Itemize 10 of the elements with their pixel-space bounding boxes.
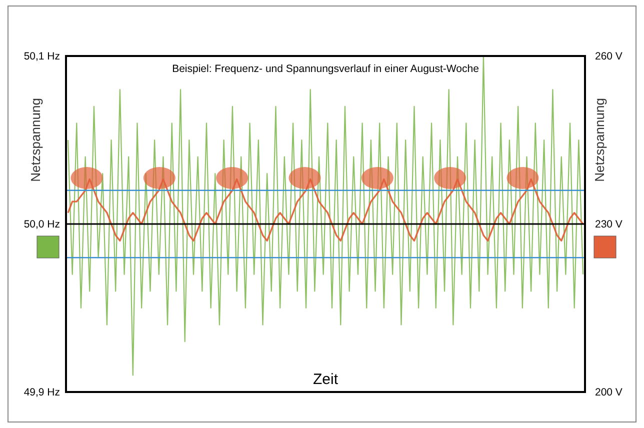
y2-tick-label: 260 V [595,50,622,63]
y-axis-title: Netzspannung [28,98,43,182]
text: Beispiel: Frequenz- und Spannungsverlauf in einer August-Woche [172,63,480,75]
y-tick-label: 50,0 Hz [24,218,60,231]
x-axis-title: Zeit [312,371,339,388]
y-tick-label: 49,9 Hz [24,386,60,399]
y2-tick-label: 230 V [595,218,622,231]
y2-tick-label: 200 V [595,386,622,399]
y2-axis-title: Netzspannung [592,98,607,182]
y-tick-label: 50,1 Hz [24,50,60,63]
